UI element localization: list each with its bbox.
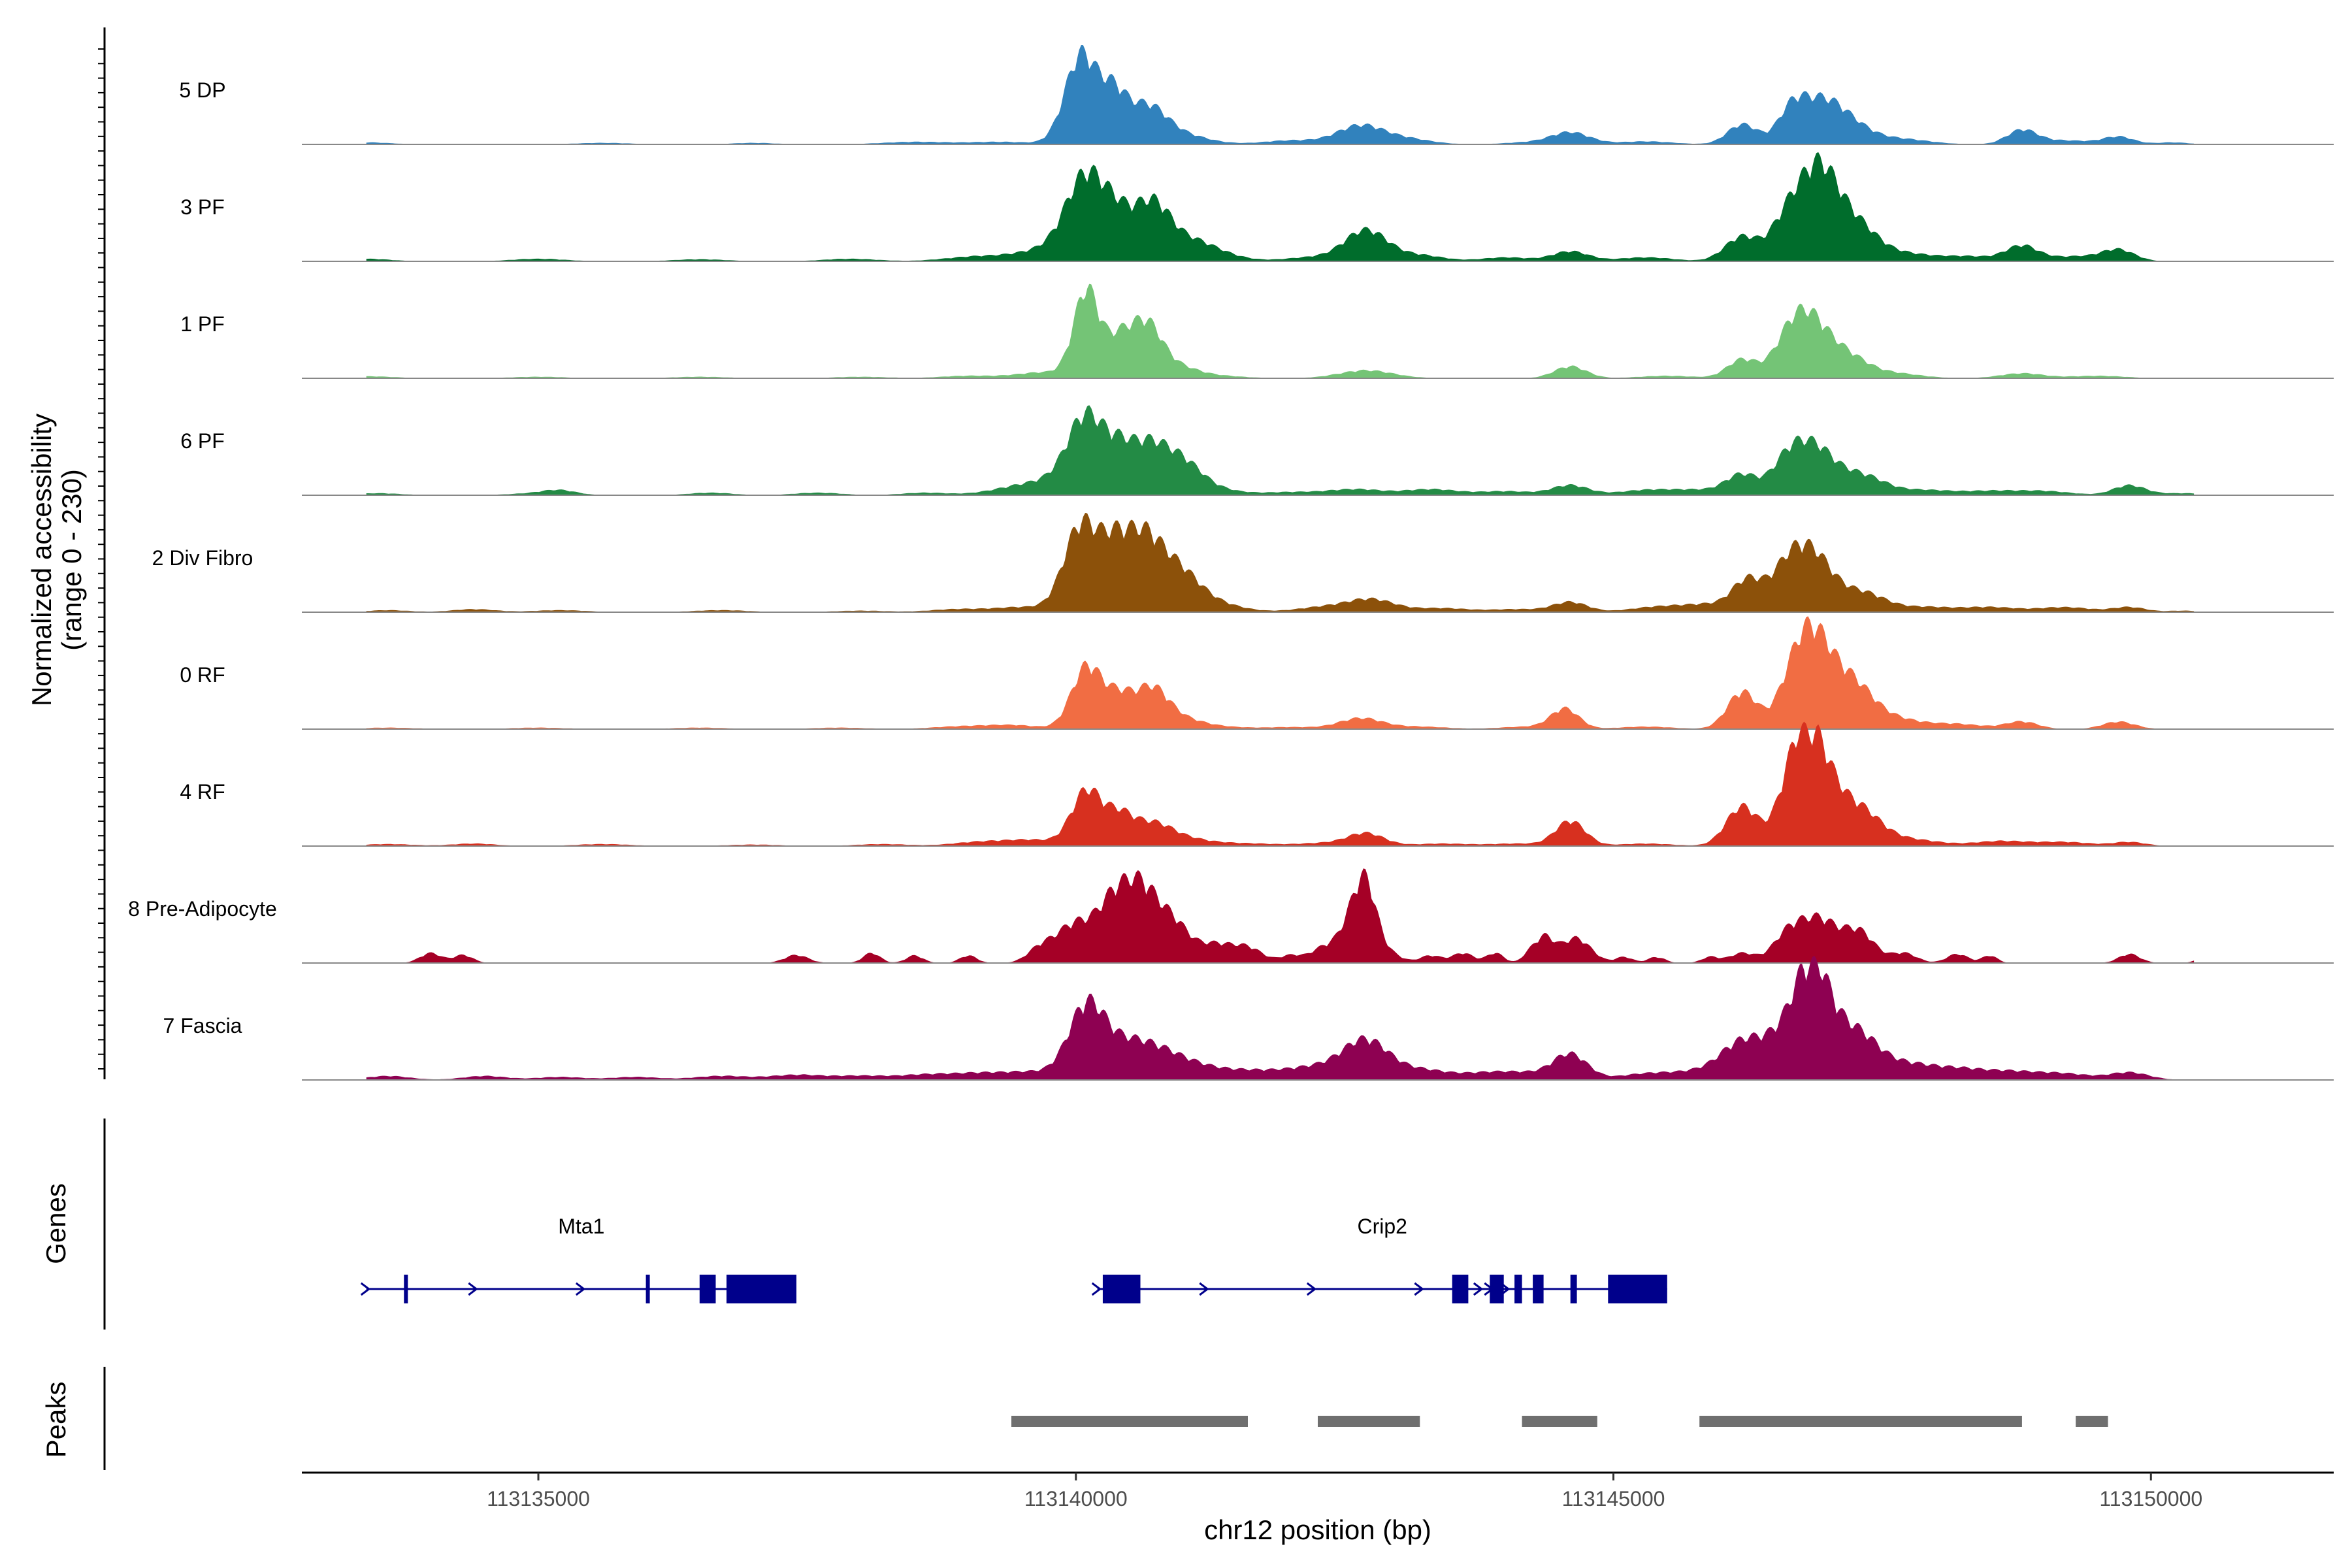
track-5-dp: 5 DP [179,45,2334,145]
peak-bars [1011,1416,2108,1427]
coverage-area [366,616,2195,729]
x-tick-label: 113150000 [2099,1487,2202,1511]
track-label: 1 PF [180,312,225,336]
coverage-area [366,284,2195,378]
strand-arrow [360,1282,371,1296]
gene-exon [1533,1275,1544,1303]
track-label: 0 RF [180,663,225,687]
gene-label: Crip2 [1357,1215,1407,1238]
genes-panel-title: Genes [41,1183,71,1264]
strand-arrow [1199,1282,1209,1296]
track-6-pf: 6 PF [180,405,2334,496]
coverage-area [366,955,2195,1080]
strand-arrow [1306,1282,1317,1296]
coverage-y-axis-title: Normalized accessibility [26,414,57,706]
track-4-rf: 4 RF [180,721,2334,847]
x-axis: 113135000 113140000 113145000 113150000 chr… [302,1471,2334,1545]
coverage-tracks: 5 DP 3 PF 1 PF 6 PF 2 Div Fibro 0 RF 4 RF 8 Pre… [128,45,2334,1081]
gene-crip2: Crip2 [1091,1215,1667,1303]
strand-arrow [1091,1282,1102,1296]
track-label: 4 RF [180,780,225,804]
peaks-panel-title: Peaks [41,1382,71,1458]
coverage-panel: Normalized accessibility (range 0 - 230)… [26,27,2334,1081]
track-8-pre-adipocyte: 8 Pre-Adipocyte [128,868,2334,964]
coverage-area [366,513,2195,612]
strand-arrow [468,1282,478,1296]
track-label: 2 Div Fibro [152,546,253,570]
coverage-y-axis-range: (range 0 - 230) [56,469,87,651]
track-2-div-fibro: 2 Div Fibro [152,513,2334,613]
x-tick-label: 113140000 [1024,1487,1128,1511]
track-label: 3 PF [180,195,225,219]
strand-arrow [1473,1282,1484,1296]
coverage-y-ticks [98,48,105,1070]
x-tick-label: 113135000 [487,1487,590,1511]
peak-region [1522,1416,1597,1427]
track-7-fascia: 7 Fascia [163,955,2334,1081]
gene-models: Mta1 Crip2 [360,1215,1667,1303]
track-0-rf: 0 RF [180,616,2334,730]
x-axis-ticks: 113135000 113140000 113145000 113150000 [487,1473,2202,1511]
peak-region [1011,1416,1248,1427]
coverage-area [366,868,2195,963]
peak-region [1699,1416,2022,1427]
strand-arrow [575,1282,586,1296]
track-label: 7 Fascia [163,1014,242,1037]
x-tick-label: 113145000 [1562,1487,1665,1511]
gene-mta1: Mta1 [360,1215,796,1303]
genes-panel: Genes Mta1 Crip2 [41,1119,1667,1330]
coverage-area [366,405,2195,495]
x-axis-title: chr12 position (bp) [1204,1514,1431,1545]
gene-exon [404,1275,408,1303]
gene-exon [1490,1275,1504,1303]
track-label: 8 Pre-Adipocyte [128,897,277,921]
track-label: 5 DP [179,78,225,102]
peak-region [1318,1416,1420,1427]
track-label: 6 PF [180,429,225,453]
gene-exon [1570,1275,1577,1303]
coverage-area [366,45,2195,144]
track-1-pf: 1 PF [180,284,2334,379]
gene-exon [1452,1275,1469,1303]
gene-exon [699,1275,716,1303]
strand-arrow [1414,1282,1424,1296]
gene-exon [1514,1275,1522,1303]
coverage-area [366,721,2195,846]
gene-exon [1102,1275,1141,1303]
gene-exon [727,1275,796,1303]
peaks-panel: Peaks [41,1367,2108,1470]
gene-exon [645,1275,650,1303]
coverage-area [366,152,2195,261]
gene-label: Mta1 [558,1215,604,1238]
track-3-pf: 3 PF [180,152,2334,262]
peak-region [2076,1416,2108,1427]
gene-exon [1608,1275,1667,1303]
